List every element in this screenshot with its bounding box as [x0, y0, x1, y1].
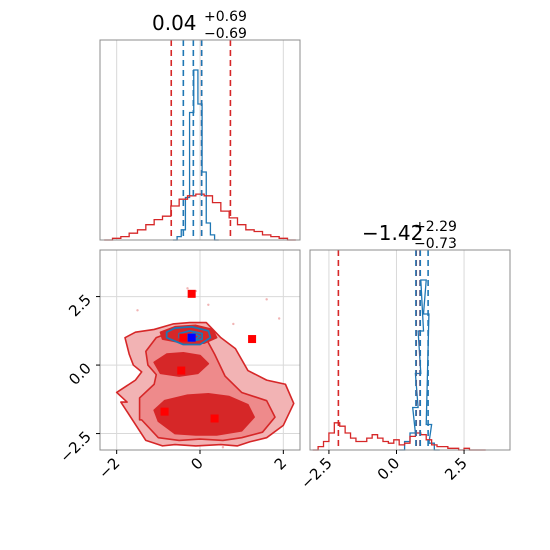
red-contour: [153, 393, 255, 436]
scatter-point: [265, 298, 268, 301]
title-median: −1.42: [362, 221, 423, 245]
quantile-lines: [337, 250, 429, 450]
point-markers: [160, 289, 257, 423]
title-upper-error: +2.29: [414, 219, 457, 235]
panel-top-left-histogram: [99, 39, 301, 241]
scatter-point: [136, 309, 139, 312]
title-lower-error: −0.73: [414, 236, 457, 252]
axes-frame: [99, 39, 301, 241]
scatter-point: [232, 322, 235, 326]
red-square-marker: [179, 333, 188, 342]
blue-square-marker: [187, 333, 196, 342]
title-upper-error: +0.69: [204, 9, 247, 25]
histogram-series: [104, 69, 296, 241]
red-square-marker: [177, 366, 186, 375]
scatter-point: [221, 446, 225, 449]
grid-lines: [328, 250, 465, 450]
red-contour: [153, 351, 210, 377]
quantile-lines: [170, 40, 232, 240]
panel-title-2: −1.42: [362, 221, 423, 245]
red-square-marker: [160, 407, 169, 416]
red-square-marker: [248, 335, 257, 344]
blue-contour: [165, 325, 212, 346]
scatter-point: [186, 287, 189, 290]
title-median: 0.04: [152, 11, 197, 35]
axes-frame: [309, 249, 511, 451]
red-square-marker: [187, 289, 196, 298]
panel-title-1: 0.04: [152, 11, 197, 35]
red-square-marker: [210, 414, 219, 423]
histogram-step-line: [312, 422, 486, 451]
title-lower-error: −0.69: [204, 26, 247, 42]
scatter-point: [277, 317, 281, 320]
scatter-point: [207, 303, 210, 306]
histogram-step-line: [172, 69, 219, 241]
histogram-step-line: [104, 193, 296, 241]
grid-lines: [116, 40, 284, 240]
